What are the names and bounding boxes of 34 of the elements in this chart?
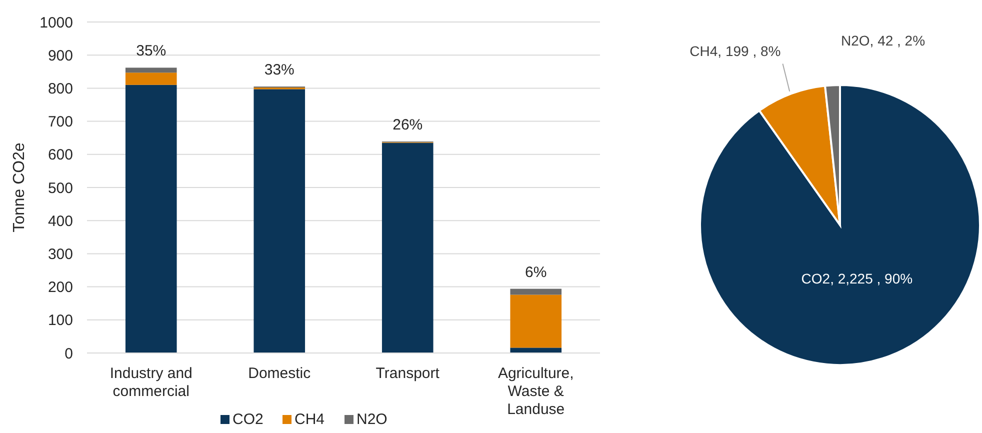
slice-label: CO2, 2,225 , 90% <box>801 270 913 286</box>
y-tick-label: 0 <box>64 345 73 362</box>
y-tick-label: 700 <box>48 114 73 131</box>
y-axis-title: Tonne CO2e <box>11 142 28 232</box>
y-tick-label: 900 <box>48 47 73 64</box>
bar <box>125 68 177 73</box>
bar <box>125 72 177 85</box>
annotation: 35% <box>136 42 166 60</box>
bar <box>510 348 562 353</box>
annotation: 33% <box>264 62 294 79</box>
annotation: 6% <box>525 264 547 281</box>
y-tick-label: 500 <box>48 180 73 197</box>
slice-label: N2O, 42 , 2% <box>841 32 926 48</box>
legend-label: CO2 <box>232 411 264 428</box>
y-tick-label: 300 <box>48 246 73 263</box>
bar <box>510 294 562 348</box>
y-tick-label: 200 <box>48 279 73 296</box>
y-tick-label: 800 <box>48 80 73 98</box>
legend-label: CH4 <box>294 411 325 428</box>
y-tick-label: 100 <box>48 312 73 330</box>
bar <box>382 142 434 353</box>
annotation: 26% <box>392 116 423 134</box>
bar <box>125 84 177 353</box>
slice-label: CH4, 199 , 8% <box>690 42 781 59</box>
x-tick-label: Transport <box>376 365 440 382</box>
x-tick-label: Agriculture, Waste & Landuse <box>498 365 574 418</box>
bar <box>510 288 562 295</box>
y-tick-label: 1000 <box>40 14 73 32</box>
x-tick-label: Industry and commercial <box>110 365 192 400</box>
y-tick-label: 400 <box>48 212 73 230</box>
y-tick-label: 600 <box>48 146 73 164</box>
bar <box>254 89 306 353</box>
legend-label: N2O <box>356 411 388 428</box>
x-tick-label: Domestic <box>248 365 312 382</box>
